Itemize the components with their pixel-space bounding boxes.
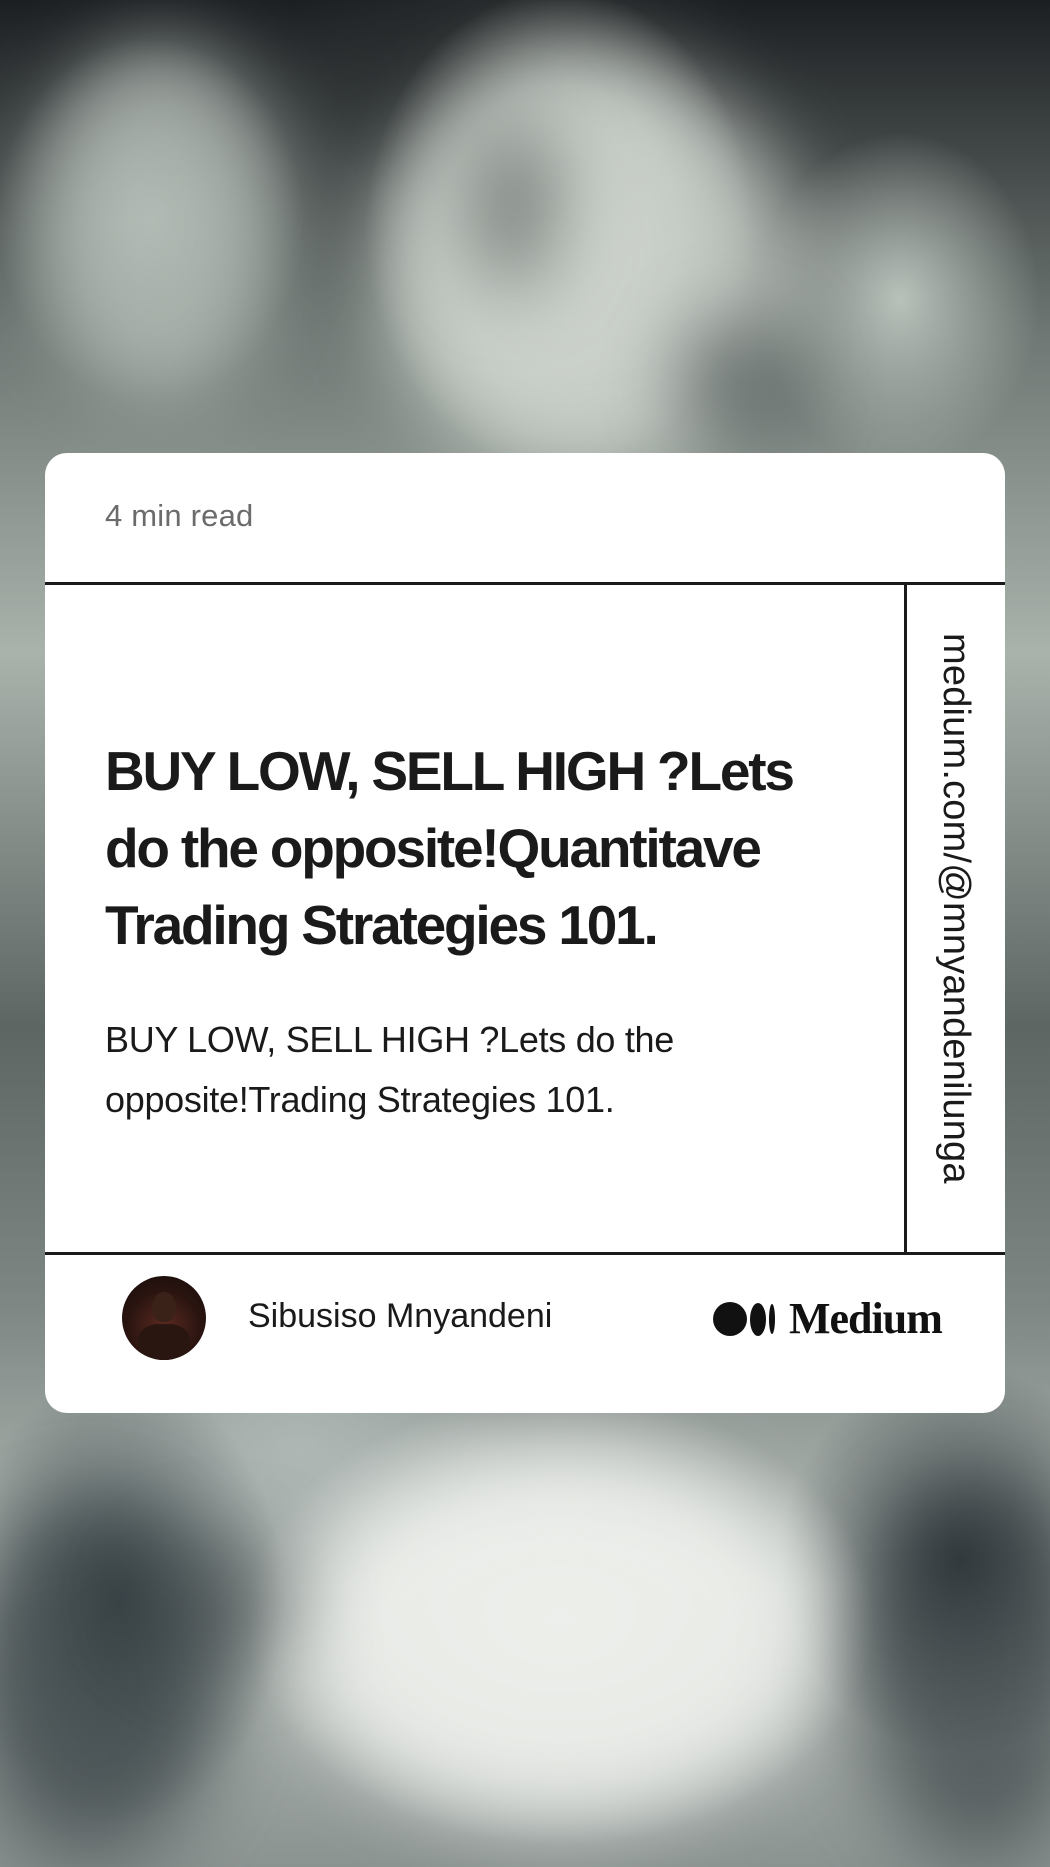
author-profile-url[interactable]: medium.com/@mnyandenilunga xyxy=(935,633,977,1184)
article-subtitle: BUY LOW, SELL HIGH ?Lets do the opposite… xyxy=(105,1019,674,1120)
article-headline[interactable]: BUY LOW, SELL HIGH ?Lets do the opposite… xyxy=(105,740,795,956)
medium-logo[interactable]: Medium xyxy=(713,1294,943,1343)
medium-mark-icon xyxy=(713,1302,775,1336)
read-time-label: 4 min read xyxy=(105,498,254,533)
card-footer: Sibusiso Mnyandeni Medium xyxy=(45,1255,1005,1413)
side-url-column: medium.com/@mnyandenilunga xyxy=(907,585,1005,1252)
article-preview-card[interactable]: 4 min read BUY LOW, SELL HIGH ?Lets do t… xyxy=(45,453,1005,1413)
medium-wordmark: Medium xyxy=(789,1294,943,1343)
author-name[interactable]: Sibusiso Mnyandeni xyxy=(248,1297,553,1335)
card-header: 4 min read xyxy=(45,453,1005,585)
card-body: BUY LOW, SELL HIGH ?Lets do the opposite… xyxy=(45,585,1005,1255)
article-content: BUY LOW, SELL HIGH ?Lets do the opposite… xyxy=(45,585,907,1252)
avatar[interactable] xyxy=(122,1276,206,1360)
